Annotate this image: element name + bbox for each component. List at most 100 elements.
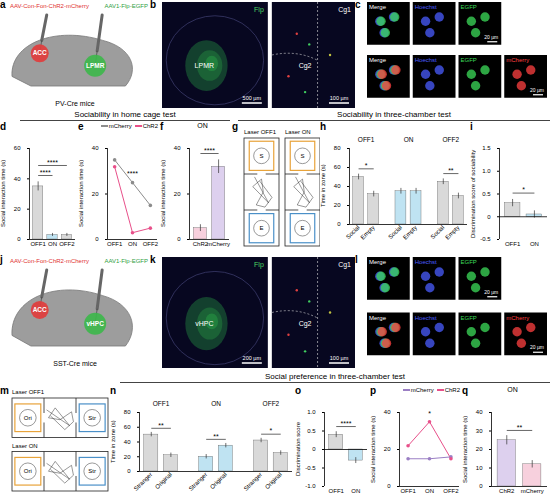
svg-text:mCherry: mCherry xyxy=(506,57,529,63)
svg-text:ChR2: ChR2 xyxy=(499,488,515,494)
svg-text:S: S xyxy=(259,153,263,159)
svg-text:Hoechst: Hoechst xyxy=(415,4,437,10)
svg-text:Original: Original xyxy=(264,471,283,490)
svg-text:0: 0 xyxy=(387,483,391,489)
svg-text:AAV-Con-Fon-ChR2-mCherry: AAV-Con-Fon-ChR2-mCherry xyxy=(10,258,89,264)
svg-text:ACC: ACC xyxy=(33,49,47,56)
svg-text:OFF1: OFF1 xyxy=(107,241,123,247)
svg-text:1.5: 1.5 xyxy=(482,145,491,151)
svg-text:OFF2: OFF2 xyxy=(443,136,460,143)
svg-text:20: 20 xyxy=(384,446,391,452)
svg-text:40: 40 xyxy=(92,145,99,151)
svg-text:Ori: Ori xyxy=(24,468,32,474)
svg-text:-1.0: -1.0 xyxy=(305,483,316,489)
svg-text:**: ** xyxy=(213,433,219,440)
svg-text:20: 20 xyxy=(476,446,483,452)
svg-text:Original: Original xyxy=(209,471,228,490)
svg-text:OFF1: OFF1 xyxy=(358,136,375,143)
svg-text:100 µm: 100 µm xyxy=(330,95,349,101)
svg-text:vHPC: vHPC xyxy=(195,320,213,327)
svg-text:OFF1: OFF1 xyxy=(329,488,345,494)
svg-text:****: **** xyxy=(40,169,51,176)
svg-text:AAV1-Flp-EGFP: AAV1-Flp-EGFP xyxy=(104,258,148,264)
svg-text:0.5: 0.5 xyxy=(482,191,491,197)
svg-text:****: **** xyxy=(204,147,215,154)
svg-text:Social: Social xyxy=(430,224,446,240)
svg-text:Laser OFF1: Laser OFF1 xyxy=(244,129,277,135)
svg-text:20: 20 xyxy=(334,202,341,208)
svg-text:40: 40 xyxy=(14,176,21,182)
svg-text:500 µm: 500 µm xyxy=(243,95,262,101)
svg-text:S: S xyxy=(300,153,304,159)
svg-text:E: E xyxy=(300,225,304,231)
svg-text:*: * xyxy=(365,162,368,169)
svg-text:Hoechst: Hoechst xyxy=(415,57,437,63)
svg-text:40: 40 xyxy=(384,409,391,415)
svg-text:0: 0 xyxy=(127,468,131,474)
svg-text:AAV1-Flp-EGFP: AAV1-Flp-EGFP xyxy=(104,3,148,9)
svg-text:ON: ON xyxy=(530,241,539,247)
svg-text:20 µm: 20 µm xyxy=(484,34,498,40)
svg-text:****: **** xyxy=(127,170,138,177)
svg-text:Original: Original xyxy=(154,471,173,490)
svg-text:Empty: Empty xyxy=(359,224,375,240)
svg-text:Stranger: Stranger xyxy=(188,471,209,492)
svg-text:EGFP: EGFP xyxy=(461,259,477,265)
svg-text:20 µm: 20 µm xyxy=(530,344,544,350)
svg-text:Merge: Merge xyxy=(369,4,387,10)
svg-text:*: * xyxy=(270,427,273,434)
svg-text:40: 40 xyxy=(124,439,131,445)
svg-text:EGFP: EGFP xyxy=(461,57,477,63)
svg-text:60: 60 xyxy=(14,145,21,151)
svg-text:20: 20 xyxy=(124,454,131,460)
svg-text:E: E xyxy=(259,225,263,231)
svg-text:200 µm: 200 µm xyxy=(243,355,262,361)
svg-text:****: **** xyxy=(341,420,352,427)
svg-text:0: 0 xyxy=(177,236,181,242)
svg-text:ON: ON xyxy=(211,400,221,407)
svg-text:****: **** xyxy=(47,159,58,166)
svg-text:mCherry: mCherry xyxy=(506,315,529,321)
svg-text:100 µm: 100 µm xyxy=(330,355,349,361)
svg-text:20: 20 xyxy=(92,191,99,197)
svg-text:mCherry: mCherry xyxy=(521,488,544,494)
svg-text:Hoechst: Hoechst xyxy=(415,259,437,265)
svg-text:OFF2: OFF2 xyxy=(443,488,459,494)
svg-text:40: 40 xyxy=(334,183,341,189)
svg-text:80: 80 xyxy=(334,145,341,151)
svg-text:10: 10 xyxy=(476,465,483,471)
svg-text:0.5: 0.5 xyxy=(307,428,316,434)
svg-text:1.0: 1.0 xyxy=(482,168,491,174)
svg-text:*: * xyxy=(522,186,525,193)
svg-text:AAV-Con-Fon-ChR2-mCherry: AAV-Con-Fon-ChR2-mCherry xyxy=(10,3,89,9)
svg-text:Flp: Flp xyxy=(254,6,264,14)
svg-text:*: * xyxy=(428,410,431,417)
svg-text:EGFP: EGFP xyxy=(461,4,477,10)
svg-text:ON: ON xyxy=(351,488,360,494)
svg-text:Empty: Empty xyxy=(444,224,460,240)
svg-text:0: 0 xyxy=(479,483,483,489)
svg-text:OFF2: OFF2 xyxy=(59,241,75,247)
svg-text:ON: ON xyxy=(48,241,57,247)
svg-text:60: 60 xyxy=(124,424,131,430)
svg-text:0: 0 xyxy=(312,446,316,452)
svg-text:OFF1: OFF1 xyxy=(153,400,170,407)
svg-text:Social: Social xyxy=(345,224,361,240)
svg-text:ON: ON xyxy=(404,136,414,143)
svg-text:OFF2: OFF2 xyxy=(143,241,159,247)
svg-text:20 µm: 20 µm xyxy=(530,87,544,93)
svg-text:Stranger: Stranger xyxy=(133,471,154,492)
svg-text:ON: ON xyxy=(128,241,137,247)
svg-text:OFF1: OFF1 xyxy=(505,241,521,247)
svg-text:vHPC: vHPC xyxy=(86,320,104,327)
svg-text:0: 0 xyxy=(337,221,341,227)
svg-text:60: 60 xyxy=(334,164,341,170)
svg-text:Flp: Flp xyxy=(254,261,264,269)
svg-text:Empty: Empty xyxy=(402,224,418,240)
svg-text:OFF1: OFF1 xyxy=(30,241,46,247)
svg-text:Cg2: Cg2 xyxy=(299,320,312,328)
svg-text:Ori: Ori xyxy=(24,415,32,421)
svg-text:20: 20 xyxy=(174,191,181,197)
svg-text:0: 0 xyxy=(95,236,99,242)
svg-text:80: 80 xyxy=(124,409,131,415)
